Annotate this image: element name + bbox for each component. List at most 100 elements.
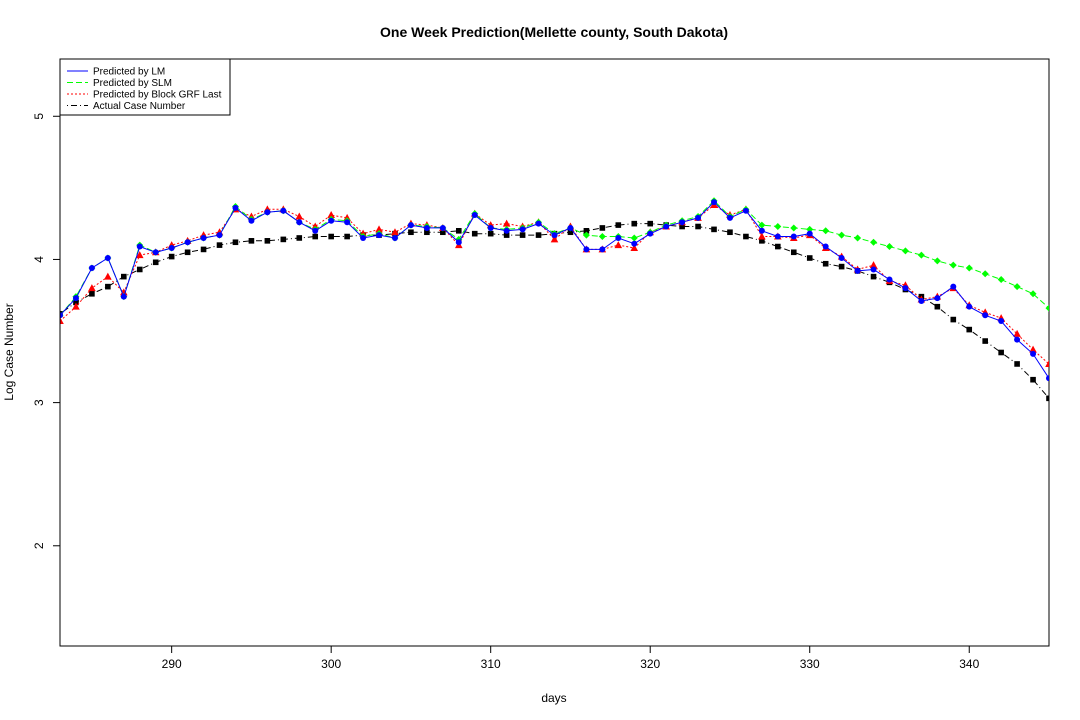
series-0-point-49: [838, 255, 845, 262]
series-3-point-5: [136, 266, 143, 273]
series-3-point-22: [408, 229, 414, 236]
series-1-point-36: [630, 234, 638, 242]
series-3-point-42: [727, 229, 733, 236]
series-3-point-23: [424, 229, 430, 236]
series-2-point-36: [630, 243, 639, 251]
series-line-2: [60, 204, 1049, 365]
series-0-point-18: [344, 219, 351, 226]
series-3-point-57: [966, 326, 973, 333]
series-0-point-5: [136, 243, 143, 250]
legend-label-1: Predicted by SLM: [93, 78, 172, 89]
series-1-point-33: [582, 231, 590, 239]
series-1-point-44: [758, 221, 766, 229]
series-0-point-44: [758, 227, 765, 234]
series-0-point-54: [918, 297, 925, 304]
series-1-point-47: [806, 225, 814, 233]
series-0-point-38: [663, 223, 670, 230]
chart-title: One Week Prediction(Mellette county, Sou…: [380, 24, 728, 40]
series-0-point-39: [679, 219, 686, 226]
series-3-point-27: [487, 230, 494, 237]
series-line-0: [60, 201, 1049, 379]
series-3-point-44: [759, 238, 765, 244]
series-3-point-37: [647, 220, 654, 227]
series-3-point-43: [743, 233, 749, 240]
series-1-point-55: [933, 257, 941, 265]
x-tick-label-4: 330: [800, 657, 820, 671]
series-1-point-54: [917, 251, 925, 259]
series-3-point-6: [152, 259, 159, 266]
series-3-point-13: [264, 238, 271, 244]
series-0-point-50: [854, 267, 861, 274]
series-0-point-34: [599, 246, 606, 253]
series-3-point-59: [998, 349, 1004, 356]
series-3-point-4: [121, 273, 127, 280]
series-1-point-51: [870, 238, 878, 246]
series-0-point-1: [72, 295, 79, 302]
series-1-point-34: [598, 233, 606, 241]
series-0-point-61: [1030, 350, 1037, 357]
series-3-point-9: [200, 246, 207, 253]
series-1-point-58: [981, 270, 989, 278]
legend-label-0: Predicted by LM: [93, 67, 165, 78]
series-3-point-30: [535, 232, 542, 238]
series-3-point-32: [567, 229, 574, 236]
series-0-point-11: [232, 204, 239, 211]
series-0-point-55: [934, 295, 941, 302]
series-2-point-62: [1045, 359, 1049, 367]
series-2-point-4: [120, 288, 128, 296]
series-0-point-16: [312, 227, 319, 234]
series-0-point-57: [966, 303, 973, 310]
series-3-point-46: [790, 249, 797, 256]
series-3-point-61: [1030, 376, 1036, 383]
series-2-point-0: [60, 317, 64, 325]
x-tick-label-0: 290: [162, 657, 182, 671]
series-1-point-50: [854, 234, 862, 242]
series-2-point-51: [869, 261, 878, 269]
series-0-point-7: [168, 244, 175, 251]
series-0-point-47: [806, 230, 813, 237]
series-0-point-17: [328, 217, 335, 224]
series-3-point-60: [1014, 361, 1020, 367]
series-2-point-1: [72, 302, 80, 310]
series-1-point-61: [1029, 290, 1037, 298]
series-3-point-1: [73, 299, 79, 306]
series-3-point-58: [982, 338, 988, 344]
series-0-point-35: [615, 234, 622, 241]
series-3-point-18: [344, 233, 350, 240]
series-1-point-56: [949, 261, 957, 269]
series-0-point-27: [487, 224, 494, 231]
y-tick-label-3: 5: [32, 113, 46, 120]
series-3-point-17: [328, 233, 334, 240]
series-0-point-26: [471, 212, 478, 219]
series-2-point-20: [375, 225, 383, 233]
series-3-point-47: [806, 255, 813, 261]
series-3-point-55: [934, 303, 941, 310]
series-0-point-0: [60, 312, 63, 319]
series-0-point-41: [711, 199, 718, 206]
series-0-point-30: [535, 220, 542, 227]
plot-series: [60, 197, 1049, 402]
series-3-point-51: [870, 273, 877, 280]
series-0-point-12: [248, 217, 255, 224]
series-3-point-34: [599, 225, 606, 231]
series-0-point-20: [376, 232, 383, 239]
series-3-point-15: [296, 235, 303, 241]
series-0-point-45: [774, 233, 781, 240]
series-0-point-32: [567, 224, 574, 231]
series-3-point-2: [89, 291, 95, 297]
series-0-point-60: [1014, 336, 1021, 343]
series-3-point-33: [583, 228, 590, 234]
series-0-point-19: [360, 234, 367, 241]
series-1: [60, 197, 1049, 319]
x-tick-label-3: 320: [640, 657, 660, 671]
series-2-point-28: [502, 219, 511, 227]
series-3-point-62: [1046, 395, 1049, 402]
series-2-point-17: [327, 211, 335, 219]
series-0-point-24: [439, 224, 446, 231]
series-2-point-5: [135, 251, 144, 259]
series-0-point-13: [264, 209, 271, 216]
series-0-point-29: [519, 226, 526, 233]
series-0-point-37: [647, 230, 654, 237]
series-2-point-60: [1013, 329, 1021, 337]
